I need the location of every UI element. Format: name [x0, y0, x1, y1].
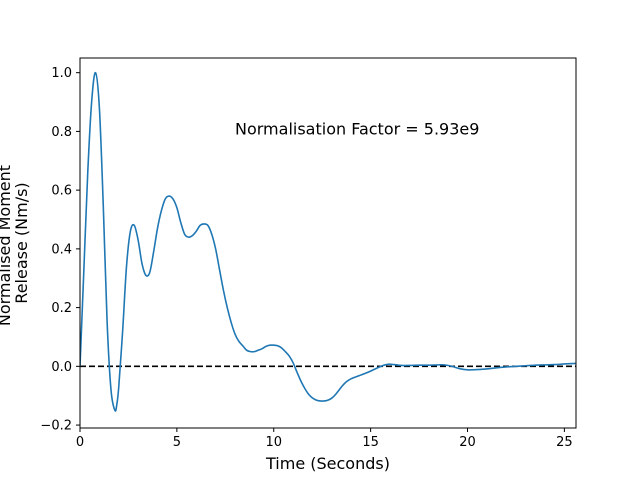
x-tick-label: 15 [362, 435, 379, 450]
x-tick-label: 10 [265, 435, 282, 450]
x-tick-label: 5 [173, 435, 181, 450]
y-axis-label-line-2: Release (Nm/s) [12, 182, 31, 303]
x-tick-label: 25 [556, 435, 573, 450]
y-tick-label: 0.2 [51, 301, 72, 316]
y-axis-label: Normalised Moment Release (Nm/s) [0, 160, 31, 326]
x-axis-label: Time (Seconds) [265, 454, 390, 473]
y-tick-label: 0.8 [51, 125, 72, 140]
plot-area [80, 71, 576, 412]
axes-frame [79, 57, 577, 429]
normalisation-annotation: Normalisation Factor = 5.93e9 [235, 119, 479, 138]
y-tick-label: 1.0 [51, 66, 72, 81]
y-tick-label: 0.0 [51, 360, 72, 375]
series-line-0 [80, 71, 576, 412]
x-tick-label: 20 [459, 435, 476, 450]
y-tick-label: 0.4 [51, 242, 72, 257]
y-axis-label-line-1: Normalised Moment [0, 165, 14, 326]
tick-layer: 0 5 10 15 20 25 −0.2 0.0 0.2 0.4 0.6 0.8 1.0 [40, 66, 572, 450]
y-tick-label: 0.6 [51, 184, 72, 199]
y-tick-label: −0.2 [40, 419, 72, 434]
x-tick-label: 0 [76, 435, 84, 450]
